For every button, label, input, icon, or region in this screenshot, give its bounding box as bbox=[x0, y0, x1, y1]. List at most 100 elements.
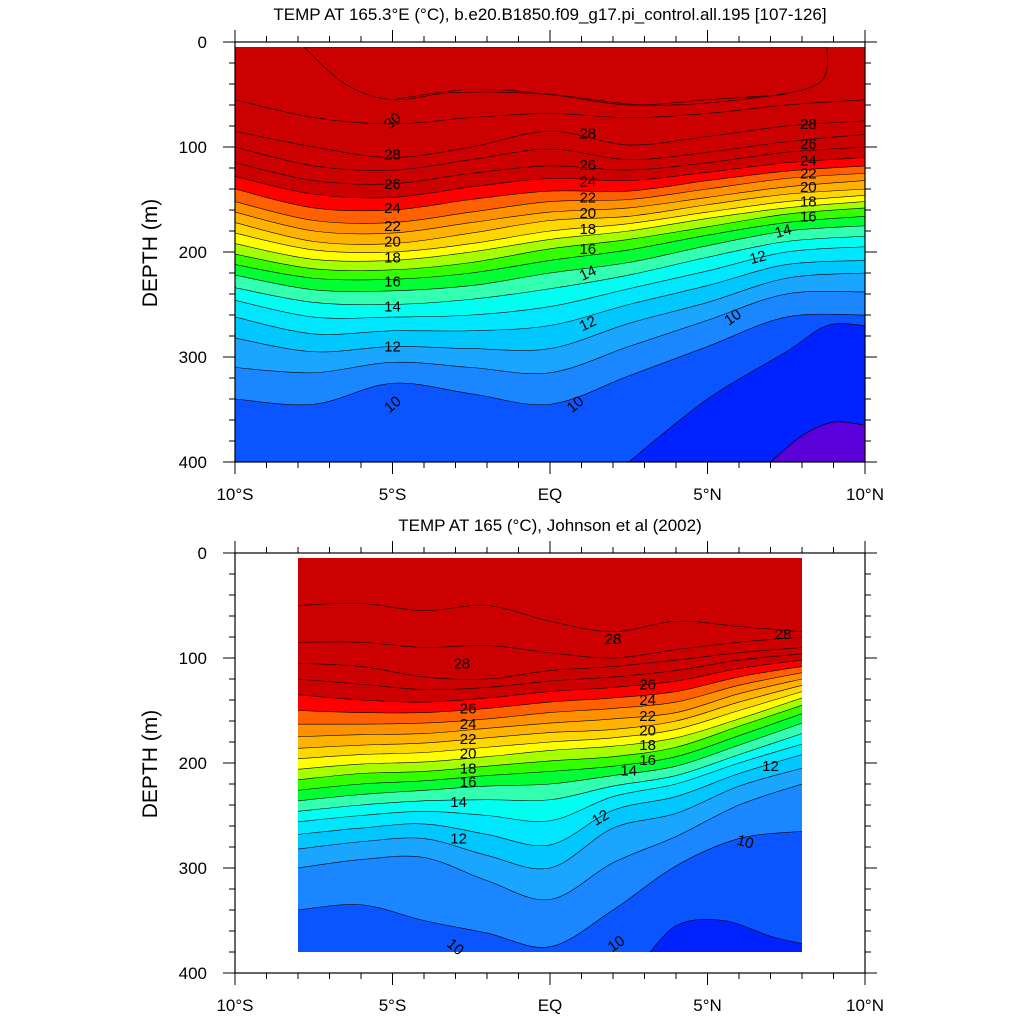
top-panel-title: TEMP AT 165.3°E (°C), b.e20.B1850.f09_g1… bbox=[273, 5, 826, 24]
contour-label: 14 bbox=[773, 221, 794, 242]
contour-line-15 bbox=[298, 733, 802, 812]
contour-line-12 bbox=[298, 767, 802, 870]
contour-line-28 bbox=[235, 120, 865, 158]
deep-core-band-9 bbox=[650, 919, 802, 952]
contour-line-11 bbox=[235, 290, 865, 375]
contour-line-22 bbox=[298, 678, 802, 738]
contour-line-27 bbox=[298, 647, 802, 680]
x-tick-label: 5°S bbox=[379, 485, 407, 504]
contour-label: 26 bbox=[460, 700, 477, 717]
contour-line-26 bbox=[235, 146, 865, 185]
contour-label: 18 bbox=[460, 760, 477, 777]
contour-line-24 bbox=[298, 666, 802, 714]
contour-label: 20 bbox=[579, 205, 596, 222]
contour-label: 12 bbox=[450, 831, 467, 848]
contour-label: 28 bbox=[384, 146, 401, 163]
contour-label: 18 bbox=[800, 194, 817, 211]
deep-core-band-9 bbox=[628, 323, 865, 462]
contour-line-26 bbox=[298, 653, 802, 690]
top-panel-filled-bands bbox=[235, 47, 865, 462]
contour-label: 12 bbox=[577, 313, 599, 335]
contour-label: 12 bbox=[762, 758, 779, 775]
contour-label: 18 bbox=[639, 737, 656, 754]
contour-label: 28 bbox=[605, 631, 622, 648]
contour-label: 20 bbox=[800, 179, 817, 196]
contour-line-9 bbox=[628, 323, 865, 462]
contour-label: 24 bbox=[384, 200, 401, 217]
contour-line-12 bbox=[235, 272, 865, 353]
contour-label: 22 bbox=[800, 165, 817, 182]
contour-line-20 bbox=[235, 195, 865, 253]
contour-label: 26 bbox=[639, 676, 656, 693]
top-panel-contour-lines bbox=[235, 88, 865, 462]
contour-label: 14 bbox=[450, 794, 467, 811]
contour-line-14 bbox=[235, 246, 865, 319]
deep-core-band-8 bbox=[770, 421, 865, 462]
contour-label: 18 bbox=[384, 249, 401, 266]
contour-label: 14 bbox=[577, 262, 599, 284]
x-tick-label: EQ bbox=[538, 485, 563, 504]
bottom-contour-panel: TEMP AT 165 (°C), Johnson et al (2002) D… bbox=[139, 516, 884, 1015]
contour-line-30 bbox=[392, 88, 787, 106]
y-tick-label: 400 bbox=[179, 964, 207, 983]
contour-label: 14 bbox=[384, 299, 401, 316]
x-tick-label: 10°S bbox=[216, 485, 253, 504]
contour-label: 26 bbox=[800, 136, 817, 153]
contour-label: 10 bbox=[605, 932, 628, 955]
top-panel-y-axis-label: DEPTH (m) bbox=[139, 199, 162, 308]
contour-line-10 bbox=[235, 313, 865, 406]
top-contour-panel: TEMP AT 165.3°E (°C), b.e20.B1850.f09_g1… bbox=[139, 5, 884, 504]
contour-label: 14 bbox=[620, 762, 637, 779]
contour-label: 28 bbox=[579, 125, 596, 142]
top-panel-axes: 0 100 200 300 400 10°S 5°S EQ 5°N 10°N bbox=[179, 30, 884, 504]
bottom-panel-title: TEMP AT 165 (°C), Johnson et al (2002) bbox=[398, 516, 702, 535]
contour-line-19 bbox=[298, 697, 802, 770]
contour-line-17 bbox=[298, 713, 802, 791]
contour-line-16 bbox=[298, 722, 802, 802]
contour-label: 16 bbox=[579, 241, 596, 258]
contour-line-13 bbox=[298, 754, 802, 847]
contour-label: 22 bbox=[460, 731, 477, 748]
contour-label: 28 bbox=[453, 655, 470, 672]
contour-label: 20 bbox=[460, 746, 477, 763]
contour-line-8 bbox=[770, 421, 865, 462]
contour-label: 22 bbox=[579, 189, 596, 206]
contour-label: 24 bbox=[800, 153, 817, 170]
contour-label: 16 bbox=[460, 774, 477, 791]
contour-line-17 bbox=[235, 216, 865, 281]
contour-line-18 bbox=[298, 704, 802, 781]
x-tick-label: 5°N bbox=[693, 996, 722, 1015]
contour-label: 16 bbox=[800, 208, 817, 225]
x-tick-label: 5°N bbox=[693, 485, 722, 504]
contour-line-19 bbox=[235, 201, 865, 262]
contour-line-13 bbox=[235, 260, 865, 335]
contour-line-28 bbox=[298, 636, 802, 659]
contour-line-16 bbox=[235, 225, 865, 292]
bottom-panel-contour-lines bbox=[298, 602, 802, 952]
contour-label: 26 bbox=[579, 157, 596, 174]
contour-label: 22 bbox=[384, 218, 401, 235]
bottom-panel-y-axis-label: DEPTH (m) bbox=[139, 710, 162, 819]
y-tick-label: 0 bbox=[198, 544, 207, 563]
y-tick-label: 300 bbox=[179, 348, 207, 367]
bottom-panel-filled-bands bbox=[298, 558, 802, 952]
contour-line-27 bbox=[235, 134, 865, 171]
bottom-panel-axes: 0 100 200 300 400 10°S 5°S EQ 5°N 10°N bbox=[179, 541, 884, 1015]
contour-label: 10 bbox=[721, 306, 744, 329]
x-tick-label: 10°N bbox=[846, 996, 884, 1015]
contour-line-11 bbox=[298, 783, 802, 901]
contour-line-18 bbox=[235, 207, 865, 272]
y-tick-label: 400 bbox=[179, 453, 207, 472]
y-tick-label: 200 bbox=[179, 243, 207, 262]
contour-label: 22 bbox=[639, 708, 656, 725]
contour-label: 12 bbox=[384, 339, 401, 356]
contour-line-25 bbox=[235, 157, 865, 199]
x-tick-label: 10°N bbox=[846, 485, 884, 504]
contour-label: 12 bbox=[748, 247, 769, 268]
contour-label: 24 bbox=[460, 716, 477, 733]
contour-line-15 bbox=[235, 235, 865, 306]
contour-label: 24 bbox=[639, 692, 656, 709]
contour-line-21 bbox=[235, 188, 865, 245]
contour-label: 20 bbox=[639, 722, 656, 739]
